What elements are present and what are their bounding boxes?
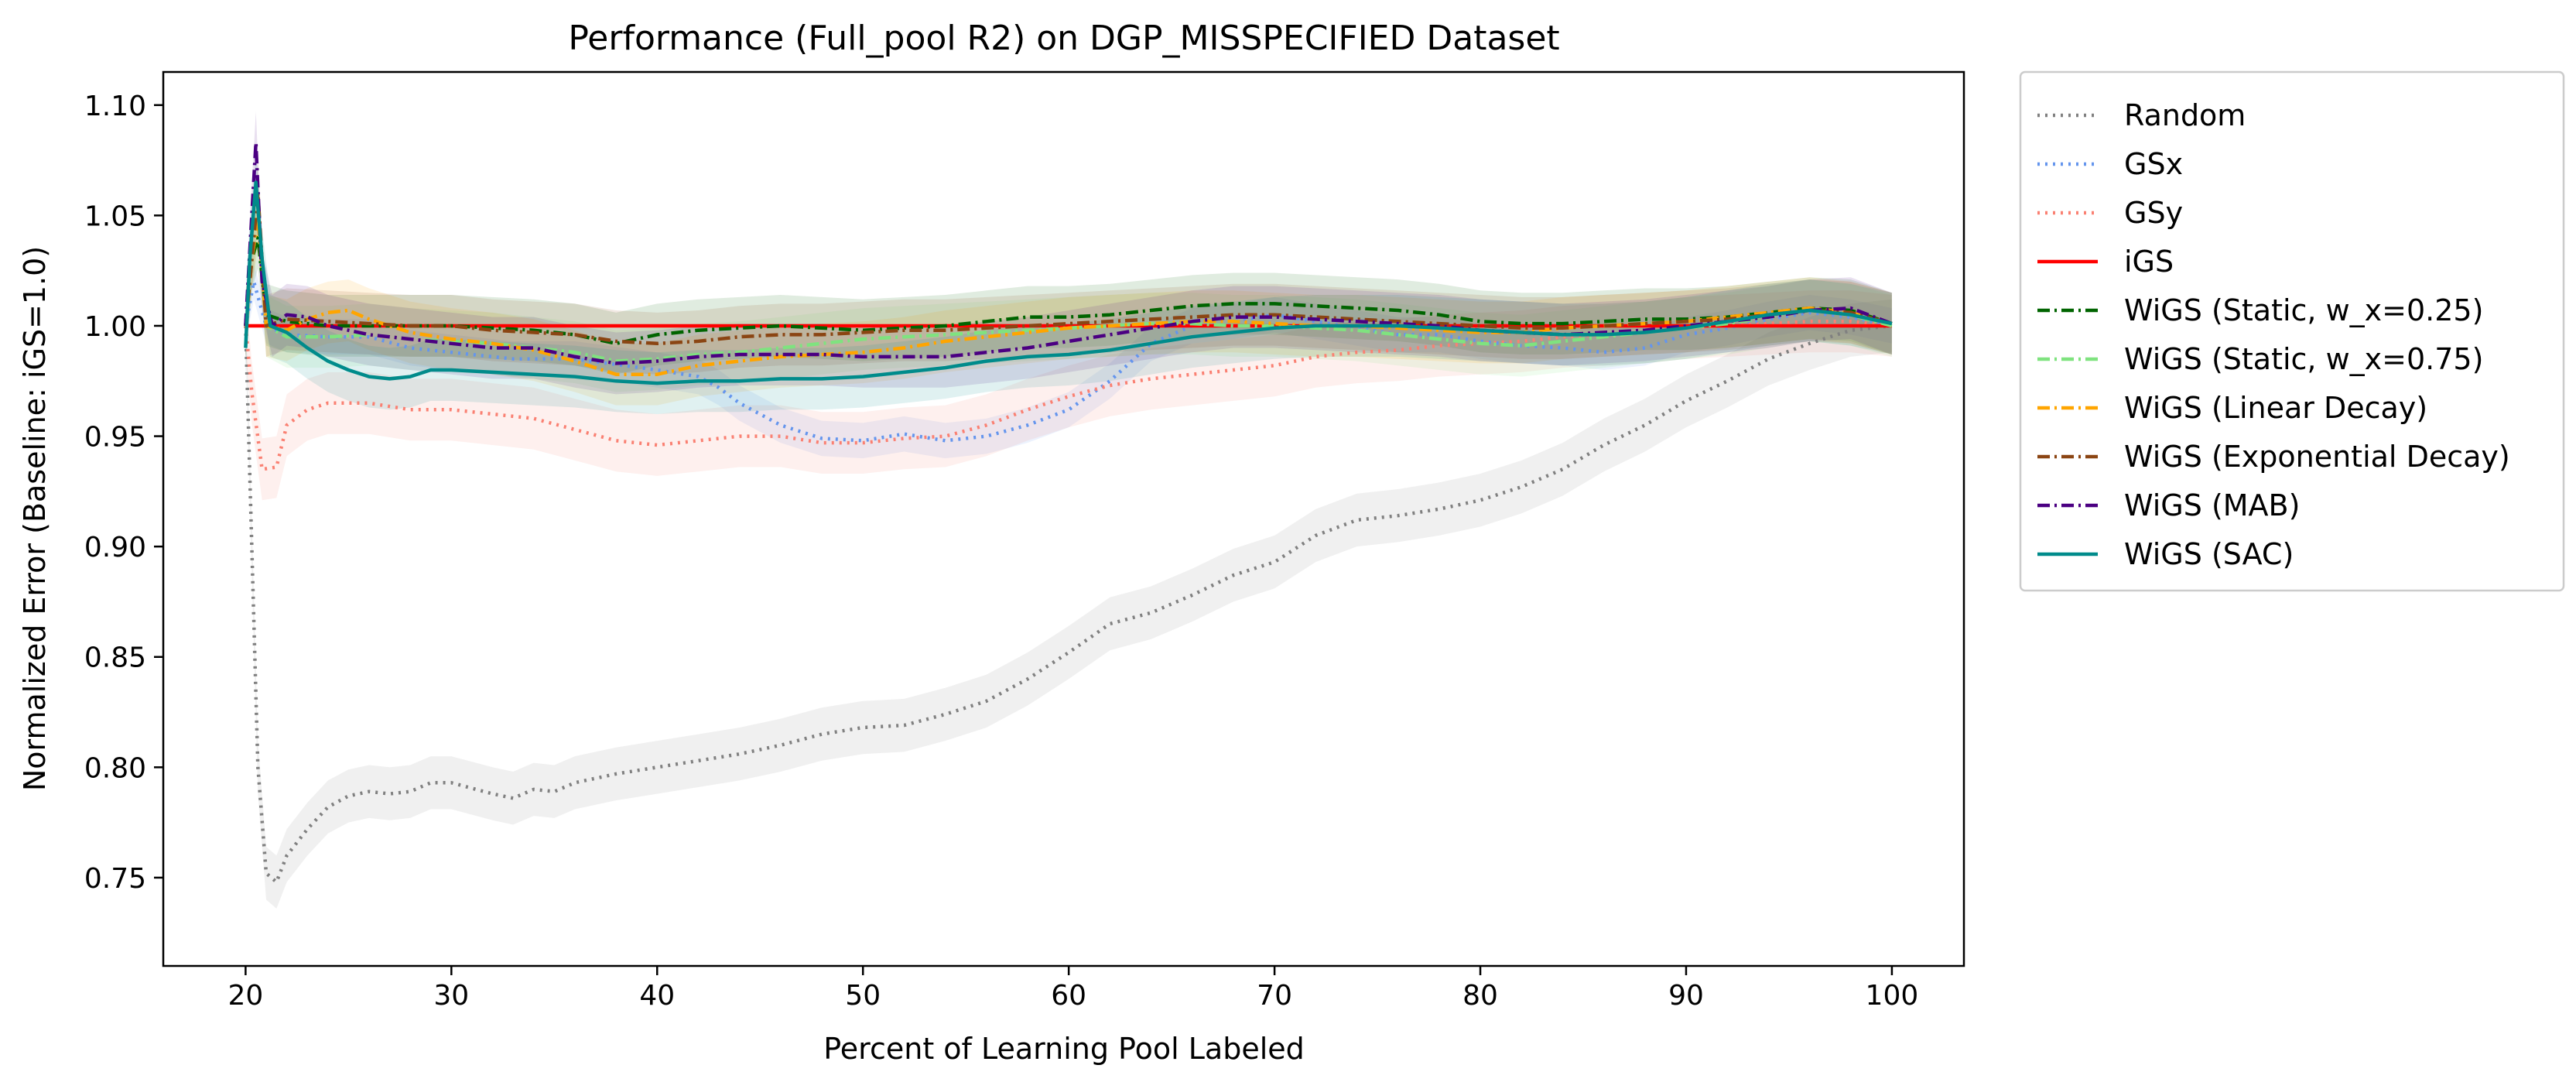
legend-label-wigs-exponential-decay: WiGS (Exponential Decay) <box>2124 440 2510 474</box>
x-tick-label: 20 <box>227 980 263 1012</box>
band-gsx <box>245 264 1892 459</box>
y-tick-label: 1.00 <box>84 311 146 343</box>
y-tick-label: 0.75 <box>84 863 146 895</box>
legend-label-wigs-sac: WiGS (SAC) <box>2124 537 2294 571</box>
x-tick-label: 50 <box>845 980 881 1012</box>
confidence-bands <box>245 111 1892 909</box>
x-tick-label: 30 <box>433 980 469 1012</box>
x-tick-label: 80 <box>1462 980 1498 1012</box>
legend-label-random: Random <box>2124 98 2246 132</box>
series-lines <box>244 141 1893 884</box>
legend-label-wigs-static-w-x-0-25: WiGS (Static, w_x=0.25) <box>2124 293 2483 327</box>
legend-frame <box>2019 70 2565 592</box>
legend-label-igs: iGS <box>2124 245 2174 279</box>
legend-label-wigs-static-w-x-0-75: WiGS (Static, w_x=0.75) <box>2124 342 2483 376</box>
band-wigs-sac <box>245 151 1892 414</box>
legend-label-wigs-linear-decay: WiGS (Linear Decay) <box>2124 391 2427 425</box>
band-wigs-exponential-decay <box>245 162 1892 375</box>
band-wigs-static-w-x-0-75 <box>245 184 1892 392</box>
series-line-gsx <box>244 279 1893 443</box>
y-tick-label: 0.80 <box>84 752 146 784</box>
y-tick-label: 1.10 <box>84 91 146 122</box>
x-tick-label: 70 <box>1257 980 1292 1012</box>
series-line-gsy <box>244 320 1893 471</box>
band-random <box>245 299 1892 909</box>
y-tick-label: 1.05 <box>84 200 146 232</box>
series-line-wigs-sac <box>244 180 1893 385</box>
legend-label-gsy: GSy <box>2124 196 2183 230</box>
y-tick-label: 0.95 <box>84 422 146 454</box>
y-axis: 0.75 0.80 0.85 0.90 0.95 1.00 1.05 1.10 <box>84 91 163 895</box>
x-tick-label: 90 <box>1668 980 1704 1012</box>
x-tick-label: 40 <box>639 980 675 1012</box>
y-tick-label: 0.85 <box>84 642 146 674</box>
legend-label-wigs-mab: WiGS (MAB) <box>2124 488 2300 522</box>
plot-frame <box>162 70 1965 967</box>
band-wigs-static-w-x-0-25 <box>245 207 1892 375</box>
series-line-wigs-static-w-x-0-75 <box>244 214 1893 363</box>
series-line-wigs-exponential-decay <box>244 191 1893 346</box>
band-wigs-mab <box>245 111 1892 395</box>
x-axis: 20 30 40 50 60 70 80 90 100 <box>227 966 1918 1012</box>
x-axis-label: Percent of Learning Pool Labeled <box>823 1032 1305 1066</box>
x-tick-label: 60 <box>1051 980 1086 1012</box>
y-tick-label: 0.90 <box>84 532 146 563</box>
chart-title: Performance (Full_pool R2) on DGP_MISSPE… <box>568 19 1559 58</box>
legend: Random GSx GSy iGS WiGS (Static, w_x=0.25) Wi… <box>2019 70 2565 592</box>
band-wigs-linear-decay <box>245 184 1892 406</box>
legend-label-gsx: GSx <box>2124 147 2183 181</box>
series-line-wigs-linear-decay <box>244 214 1893 376</box>
x-tick-label: 100 <box>1866 980 1919 1012</box>
y-axis-label: Normalized Error (Baseline: iGS=1.0) <box>18 246 52 791</box>
